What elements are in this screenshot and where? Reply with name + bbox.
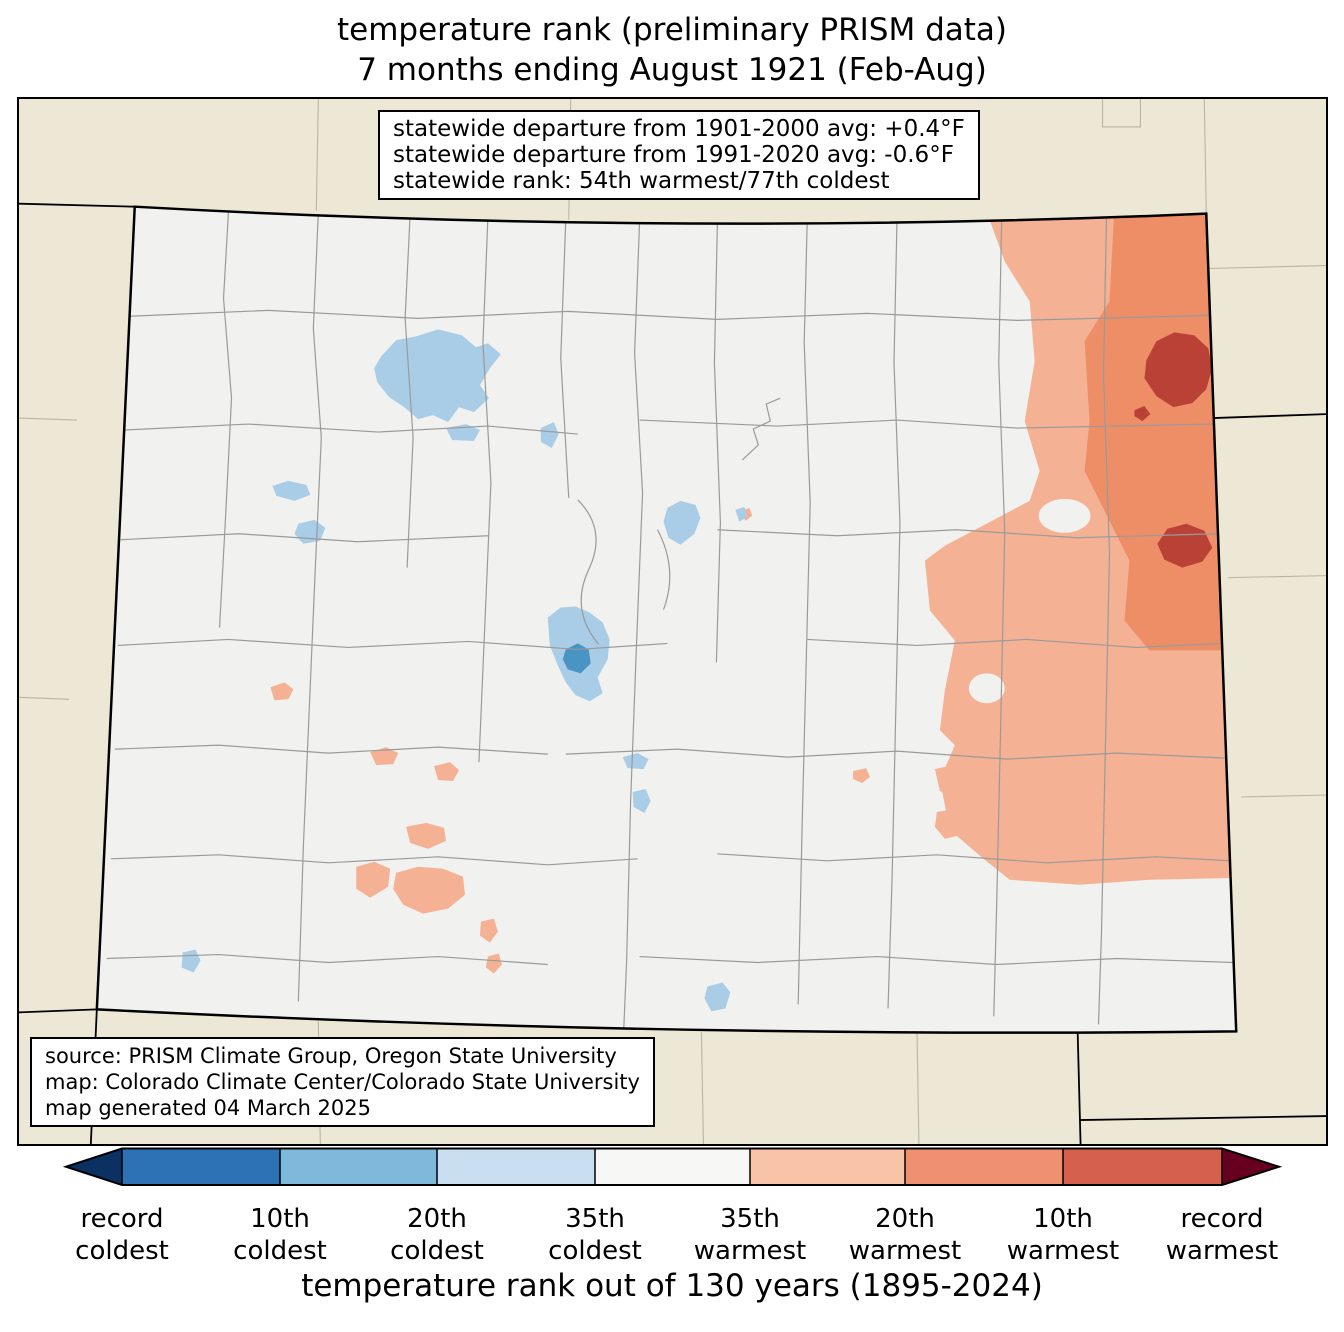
- stats-rank: statewide rank: 54th warmest/77th coldes…: [393, 168, 890, 194]
- legend-title: temperature rank out of 130 years (1895-…: [301, 1268, 1043, 1304]
- figure-title: temperature rank (preliminary PRISM data…: [0, 10, 1344, 90]
- legend-label-record-coldest: record coldest: [75, 1204, 169, 1266]
- legend-label-35th-coldest: 35th coldest: [548, 1204, 642, 1266]
- record-coldest-arrow: [66, 1148, 122, 1185]
- map-credit-line: map: Colorado Climate Center/Colorado St…: [45, 1070, 640, 1094]
- legend-segment-20th-coldest: [280, 1148, 437, 1185]
- legend-segment-dividers: [121, 1148, 1223, 1185]
- cool-rank-areas: [181, 329, 748, 1012]
- legend-outline: [62, 1147, 1283, 1186]
- legend-segment-10th-warmest: [1063, 1148, 1222, 1185]
- map-frame: statewide departure from 1901-2000 avg: …: [17, 97, 1328, 1146]
- county-boundaries: [106, 210, 1235, 1033]
- legend-segment-20th-warmest: [905, 1148, 1063, 1185]
- stats-departure-1991-2020: statewide departure from 1991-2020 avg: …: [393, 142, 954, 168]
- source-line: source: PRISM Climate Group, Oregon Stat…: [45, 1044, 617, 1068]
- legend-label-35th-warmest: 35th warmest: [693, 1204, 807, 1266]
- record-warmest-arrow: [1222, 1148, 1279, 1185]
- stats-departure-1901-2000: statewide departure from 1901-2000 avg: …: [393, 116, 965, 142]
- legend-segment-near-normal: [595, 1148, 750, 1185]
- legend-segment-35th-warmest: [750, 1148, 905, 1185]
- cool-rank-area-core: [562, 643, 591, 674]
- source-box: source: PRISM Climate Group, Oregon Stat…: [30, 1037, 655, 1127]
- legend-label-20th-coldest: 20th coldest: [390, 1204, 484, 1266]
- legend-segment-35th-coldest: [437, 1148, 595, 1185]
- near-normal-holes: [968, 498, 1091, 704]
- figure-title-line2: 7 months ending August 1921 (Feb-Aug): [357, 52, 987, 88]
- stats-box: statewide departure from 1901-2000 avg: …: [378, 110, 980, 200]
- legend-label-10th-warmest: 10th warmest: [1006, 1204, 1120, 1266]
- legend-label-record-warmest: record warmest: [1165, 1204, 1279, 1266]
- figure-title-line1: temperature rank (preliminary PRISM data…: [336, 12, 1007, 48]
- legend-segment-10th-coldest: [122, 1148, 280, 1185]
- legend-label-20th-warmest: 20th warmest: [848, 1204, 962, 1266]
- legend-label-10th-coldest: 10th coldest: [233, 1204, 327, 1266]
- color-scale-legend: [62, 1147, 1283, 1186]
- colorado-map: [19, 99, 1326, 1144]
- colorado-state-border: [95, 205, 1238, 1034]
- generated-date-line: map generated 04 March 2025: [45, 1096, 372, 1120]
